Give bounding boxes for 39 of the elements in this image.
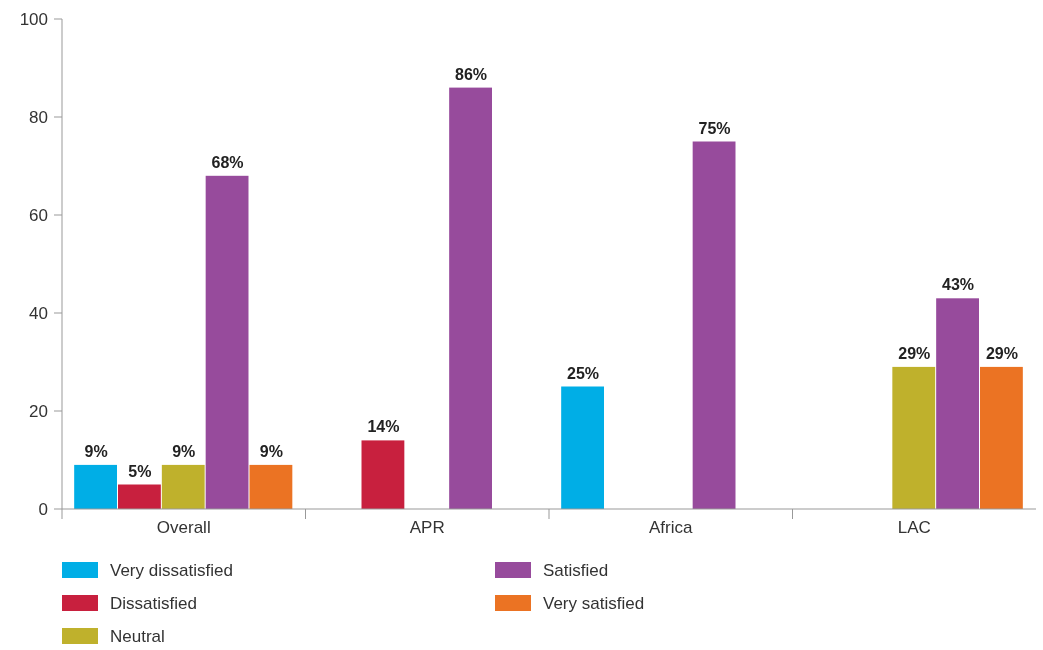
bar xyxy=(892,366,936,509)
legend-label: Very satisfied xyxy=(543,593,645,613)
bar xyxy=(980,366,1023,509)
y-tick-label: 20 xyxy=(29,401,48,421)
data-label: 5% xyxy=(128,462,152,480)
data-label: 14% xyxy=(367,418,400,436)
y-tick-label: 80 xyxy=(29,107,48,127)
y-tick-label: 60 xyxy=(29,205,48,225)
x-tick-label: Africa xyxy=(649,518,694,537)
bar xyxy=(449,87,492,509)
legend-label: Neutral xyxy=(110,626,165,646)
x-tick-label: LAC xyxy=(897,518,931,537)
data-label: 86% xyxy=(455,65,488,83)
bar xyxy=(205,175,249,509)
y-tick-label: 100 xyxy=(19,9,48,29)
bar xyxy=(561,386,605,509)
bar xyxy=(161,464,205,509)
bar xyxy=(361,440,405,509)
data-label: 9% xyxy=(259,442,283,460)
data-label: 75% xyxy=(698,119,731,137)
x-tick-label: Overall xyxy=(156,518,211,537)
bar xyxy=(249,464,293,509)
legend-label: Dissatisfied xyxy=(110,593,197,613)
x-tick-label: APR xyxy=(409,518,445,537)
data-label: 9% xyxy=(172,442,196,460)
bar xyxy=(692,141,736,509)
data-label: 9% xyxy=(84,442,108,460)
y-tick-label: 0 xyxy=(38,499,48,519)
bar xyxy=(74,464,118,509)
legend-label: Very dissatisfied xyxy=(110,560,233,580)
bar xyxy=(936,298,979,509)
bar xyxy=(118,484,161,509)
legend-label: Satisfied xyxy=(543,560,609,580)
data-label: 25% xyxy=(567,364,600,382)
data-label: 43% xyxy=(942,276,975,294)
data-label: 68% xyxy=(211,153,244,171)
data-label: 29% xyxy=(898,344,931,362)
data-label: 29% xyxy=(985,344,1018,362)
y-tick-label: 40 xyxy=(29,303,48,323)
